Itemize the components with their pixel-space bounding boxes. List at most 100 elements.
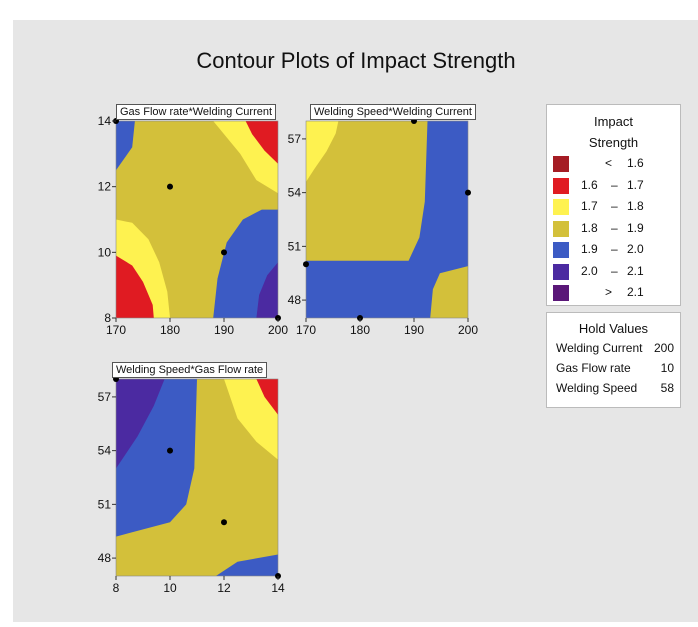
hold-value: 200 — [653, 341, 674, 355]
hold-name: Welding Speed — [556, 381, 638, 395]
legend-title: Impact Strength — [588, 114, 639, 150]
legend: Impact Strength <1.6 1.6–1.7 1.7–1.8 1.8–1.… — [546, 104, 681, 306]
panel-title: Gas Flow rate*Welding Current — [116, 104, 277, 120]
design-point — [221, 519, 227, 526]
contour-plot: 8 10 12 14 48 51 54 57 — [98, 376, 285, 595]
contour-plot: 170 180 190 200 8 10 12 14 — [98, 114, 289, 337]
legend-dash: – — [611, 242, 618, 256]
contour-region-1.6-1.7 — [245, 121, 278, 164]
y-tick-label: 57 — [98, 390, 112, 404]
legend-lo: < — [605, 156, 613, 170]
contour-region-1.8-1.9 — [430, 266, 468, 318]
legend-hi: 1.6 — [627, 156, 644, 170]
contour-region-1.6-1.7 — [116, 255, 154, 318]
hold-values-title: Hold Values — [578, 321, 649, 336]
legend-item: 1.8–1.9 — [547, 218, 680, 240]
legend-item: >2.1 — [547, 282, 680, 304]
x-tick-label: 190 — [404, 323, 424, 337]
y-tick-label: 57 — [288, 132, 302, 146]
plot-border — [305, 120, 469, 319]
legend-dash: – — [611, 220, 618, 235]
legend-item: 2.0–2.1 — [547, 261, 680, 283]
panel-title: Welding Speed*Gas Flow rate — [112, 362, 268, 378]
y-tick-label: 54 — [98, 444, 112, 458]
x-tick-label: 200 — [458, 323, 478, 337]
y-tick-label: 51 — [98, 497, 112, 511]
y-tick-label: 12 — [98, 180, 112, 194]
y-tick-label: 14 — [98, 114, 112, 128]
legend-swatch — [553, 156, 569, 172]
contour-region-1.6-1.7 — [256, 379, 278, 415]
design-point — [167, 447, 173, 454]
plot-border — [115, 378, 279, 577]
hold-row-welding-speed: Welding Speed 58 — [547, 379, 680, 399]
contour-panel-speed-gasflow: 8 10 12 14 48 51 54 57 Welding Speed*Gas Flow r… — [98, 362, 300, 602]
design-point — [303, 261, 309, 268]
contour-region-1.7-1.8 — [306, 121, 339, 182]
design-point — [167, 183, 173, 190]
y-tick-label: 48 — [98, 551, 112, 565]
y-tick-label: 54 — [288, 186, 302, 200]
chart-title: Contour Plots of Impact Strength — [196, 48, 516, 73]
legend-lo: 1.8 — [581, 220, 598, 235]
contour-region-1.9-2.0 — [306, 121, 468, 318]
legend-swatch — [553, 242, 569, 258]
legend-swatch — [553, 177, 569, 194]
y-tick-label: 48 — [288, 293, 302, 307]
y-tick-label: 8 — [104, 311, 111, 325]
legend-lo: 1.7 — [581, 199, 598, 213]
legend-swatch — [553, 263, 569, 280]
contour-region-1.9-2.0 — [215, 554, 278, 576]
x-tick-label: 12 — [217, 581, 231, 595]
legend-lo: > — [605, 285, 613, 299]
legend-item: 1.9–2.0 — [547, 239, 680, 261]
hold-name: Welding Current — [556, 341, 643, 355]
hold-value: 10 — [660, 361, 674, 375]
x-tick-label: 180 — [350, 323, 370, 337]
design-point — [221, 249, 227, 256]
contour-panel-speed-current: 170 180 190 200 48 51 54 57 Welding Speed*Weldi… — [288, 104, 490, 344]
legend-dash: – — [611, 199, 618, 213]
legend-rows: <1.6 1.6–1.7 1.7–1.8 1.8–1.9 1.9–2.0 2.0–2.1 >… — [547, 153, 680, 304]
contour-plot: 170 180 190 200 48 51 54 57 — [288, 118, 478, 337]
x-tick-label: 170 — [106, 323, 126, 337]
x-tick-label: 10 — [163, 581, 177, 595]
legend-lo: 1.6 — [581, 177, 598, 192]
legend-swatch — [553, 220, 569, 237]
x-tick-label: 14 — [271, 581, 285, 595]
panel-title: Welding Speed*Welding Current — [310, 104, 476, 120]
x-tick-label: 170 — [296, 323, 316, 337]
legend-hi: 1.7 — [627, 177, 644, 192]
x-tick-label: 8 — [113, 581, 120, 595]
hold-row-welding-current: Welding Current 200 — [547, 339, 680, 359]
contour-region-1.7-1.8 — [224, 379, 278, 460]
contour-region-2.0-2.1 — [116, 379, 165, 469]
hold-row-gas-flow-rate: Gas Flow rate 10 — [547, 359, 680, 379]
hold-name: Gas Flow rate — [556, 361, 631, 375]
legend-swatch — [553, 199, 569, 215]
legend-dash: – — [611, 263, 618, 278]
legend-hi: 2.0 — [627, 242, 644, 256]
contour-region-2.0-2.1 — [256, 262, 278, 318]
legend-hi: 1.9 — [627, 220, 644, 235]
legend-item: 1.7–1.8 — [547, 196, 680, 218]
legend-swatch — [553, 285, 569, 301]
legend-item: 1.6–1.7 — [547, 175, 680, 197]
x-tick-label: 200 — [268, 323, 288, 337]
x-tick-label: 190 — [214, 323, 234, 337]
contour-panel-gasflow-current: 170 180 190 200 8 10 12 14 Gas Flow rate*Weldin… — [98, 104, 300, 344]
legend-dash: – — [611, 177, 618, 192]
contour-region-1.9-2.0 — [116, 121, 135, 171]
hold-value: 58 — [660, 381, 674, 395]
legend-lo: 1.9 — [581, 242, 598, 256]
legend-item: <1.6 — [547, 153, 680, 175]
y-tick-label: 51 — [288, 239, 302, 253]
legend-hi: 2.1 — [627, 285, 644, 299]
legend-hi: 1.8 — [627, 199, 644, 213]
hold-values-box: Hold Values Welding Current 200 Gas Flow… — [546, 312, 681, 408]
y-tick-label: 10 — [98, 245, 112, 259]
legend-lo: 2.0 — [581, 263, 598, 278]
plot-border — [115, 120, 279, 319]
x-tick-label: 180 — [160, 323, 180, 337]
legend-hi: 2.1 — [627, 263, 644, 278]
